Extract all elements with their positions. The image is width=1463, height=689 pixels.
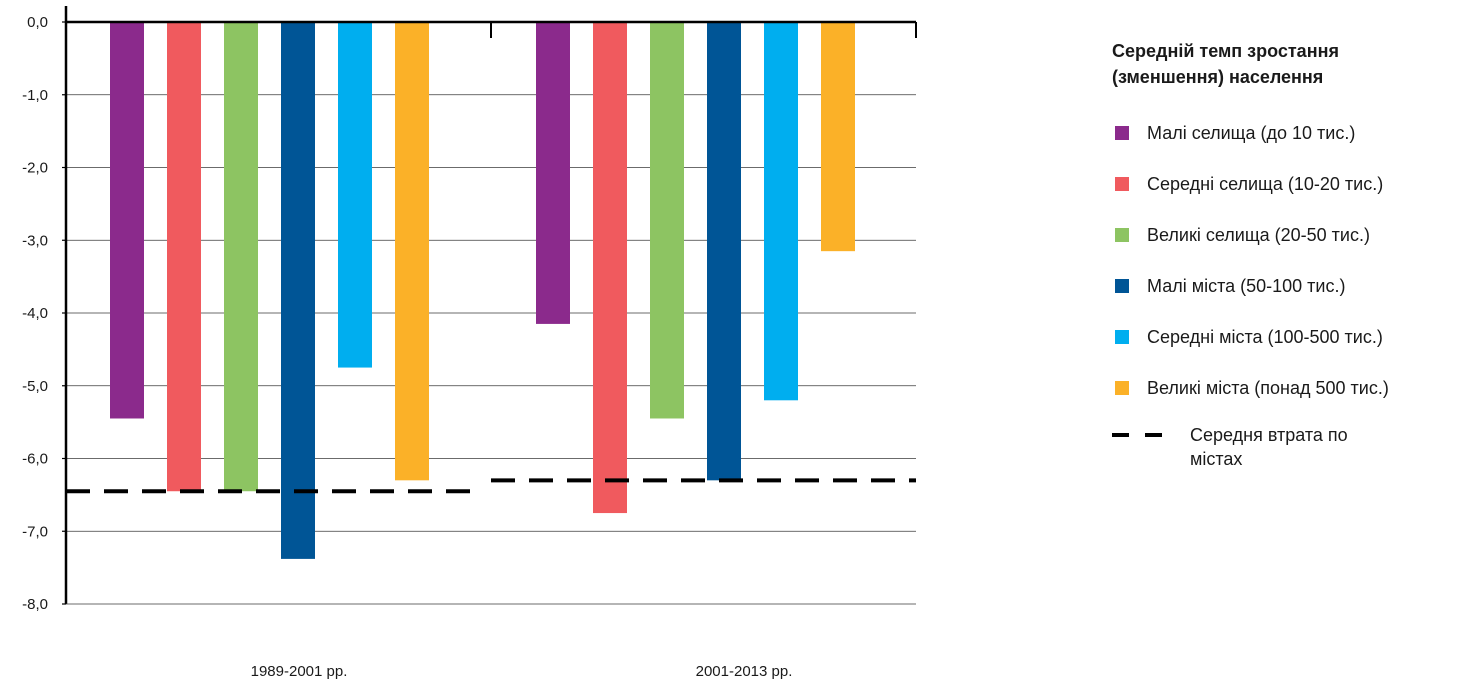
y-tick-label: -5,0 <box>22 378 48 395</box>
bar <box>395 22 429 481</box>
bar <box>167 22 201 492</box>
average-lines <box>66 478 916 494</box>
bar <box>281 22 315 559</box>
bar <box>110 22 144 419</box>
bars <box>110 22 855 559</box>
bar <box>224 22 258 492</box>
bar-chart: 0,0 -1,0 -2,0 -3,0 -4,0 -5,0 -6,0 -7,0 -8,0 1989… <box>22 6 917 680</box>
legend: Середній темп зростання (зменшення) насе… <box>1112 38 1457 471</box>
y-tick-label: -3,0 <box>22 232 48 249</box>
bar <box>821 22 855 252</box>
legend-label: Великі селища (20-50 тис.) <box>1147 225 1370 245</box>
legend-item: Малі селища (до 10 тис.) <box>1112 120 1457 154</box>
x-category-label: 2001-2013 рр. <box>696 663 793 680</box>
bar <box>338 22 372 368</box>
legend-title-line1: Середній темп зростання <box>1112 41 1339 61</box>
legend-item: Великі селища (20-50 тис.) <box>1112 222 1457 256</box>
x-category-label: 1989-2001 рр. <box>251 663 348 680</box>
bar <box>707 22 741 481</box>
legend-item: Середні міста (100-500 тис.) <box>1112 324 1457 358</box>
gridlines <box>66 94 916 532</box>
legend-label: Середні міста (100-500 тис.) <box>1147 327 1383 347</box>
legend-swatch-icon <box>1115 381 1129 395</box>
y-tick-label: -1,0 <box>22 87 48 104</box>
legend-items: Малі селища (до 10 тис.) Середні селища (… <box>1112 120 1457 409</box>
legend-title: Середній темп зростання (зменшення) насе… <box>1112 38 1457 90</box>
legend-item: Малі міста (50-100 тис.) <box>1112 273 1457 307</box>
y-axis-ticks: 0,0 -1,0 -2,0 -3,0 -4,0 -5,0 -6,0 -7,0 -8,0 <box>22 14 66 613</box>
legend-label: Великі міста (понад 500 тис.) <box>1147 378 1389 398</box>
bar <box>536 22 570 324</box>
legend-swatch-icon <box>1115 126 1129 140</box>
legend-average-label-line2: містах <box>1190 449 1243 469</box>
bar <box>593 22 627 514</box>
legend-average-label: Середня втрата по містах <box>1190 423 1400 471</box>
axes <box>64 6 917 605</box>
legend-swatch-icon <box>1115 330 1129 344</box>
legend-swatch-icon <box>1115 279 1129 293</box>
y-tick-label: 0,0 <box>27 14 48 31</box>
x-axis-labels: 1989-2001 рр. 2001-2013 рр. <box>251 663 793 680</box>
legend-item-average: Середня втрата по містах <box>1112 423 1457 471</box>
legend-average-label-line1: Середня втрата по <box>1190 425 1348 445</box>
bar <box>764 22 798 401</box>
legend-item: Великі міста (понад 500 тис.) <box>1112 375 1457 409</box>
legend-swatch-icon <box>1115 177 1129 191</box>
bar <box>650 22 684 419</box>
legend-swatch-icon <box>1115 228 1129 242</box>
legend-title-line2: (зменшення) населення <box>1112 67 1324 87</box>
legend-label: Малі селища (до 10 тис.) <box>1147 123 1356 143</box>
legend-label: Малі міста (50-100 тис.) <box>1147 276 1346 296</box>
legend-item: Середні селища (10-20 тис.) <box>1112 171 1457 205</box>
y-tick-label: -4,0 <box>22 305 48 322</box>
y-tick-label: -2,0 <box>22 160 48 177</box>
y-tick-label: -7,0 <box>22 523 48 540</box>
y-tick-label: -8,0 <box>22 596 48 613</box>
dashed-line-icon <box>1112 425 1178 445</box>
y-tick-label: -6,0 <box>22 451 48 468</box>
legend-label: Середні селища (10-20 тис.) <box>1147 174 1384 194</box>
